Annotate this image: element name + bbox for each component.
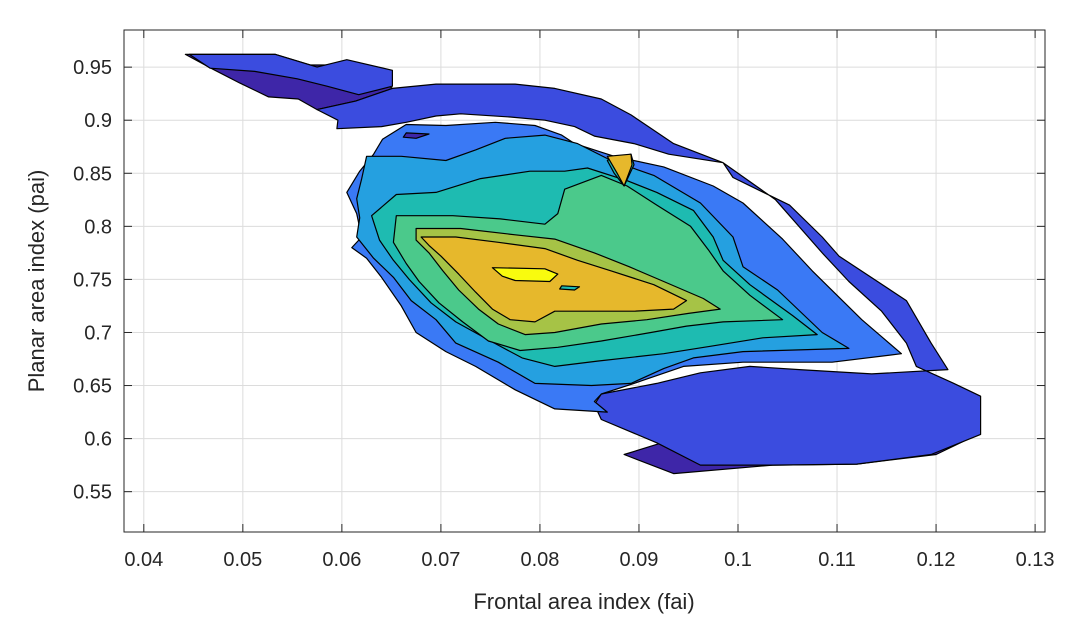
y-axis-label: Planar area index (pai) [24,170,49,393]
y-tick-label: 0.75 [73,269,112,291]
x-tick-label: 0.04 [124,549,163,571]
x-tick-label: 0.11 [818,549,855,571]
plot-frame [123,29,1046,533]
y-tick-label: 0.95 [73,57,112,79]
contour-regions [184,53,982,475]
y-tick-label: 0.6 [84,429,112,451]
y-axis-ticks: 0.55 0.6 0.65 0.7 0.75 0.8 0.85 0.9 0.95 [73,57,1045,504]
x-tick-label: 0.08 [520,549,559,571]
contour-region-level-4 [559,285,581,291]
y-tick-label: 0.7 [84,322,112,344]
y-tick-label: 0.55 [73,482,112,504]
x-tick-label: 0.05 [223,549,262,571]
x-tick-label: 0.09 [619,549,658,571]
contour-region-level-7 [606,153,633,187]
y-tick-label: 0.65 [73,376,112,398]
contour-region-level-0 [402,132,430,139]
contour-region-level-1 [188,53,393,96]
x-tick-label: 0.1 [724,549,752,571]
contour-region-level-1 [316,83,982,466]
x-tick-label: 0.13 [1016,549,1055,571]
contour-region-level-7 [420,236,688,323]
x-axis-ticks: 0.04 0.05 0.06 0.07 0.08 0.09 0.1 0.11 0.12 0.13 [124,30,1055,571]
x-tick-label: 0.07 [421,549,460,571]
y-tick-label: 0.9 [84,110,112,132]
x-tick-label: 0.06 [322,549,361,571]
x-tick-label: 0.12 [917,549,956,571]
y-tick-label: 0.8 [84,216,112,238]
x-axis-label: Frontal area index (fai) [473,589,694,614]
y-tick-label: 0.85 [73,163,112,185]
contour-region-level-9 [491,267,559,283]
